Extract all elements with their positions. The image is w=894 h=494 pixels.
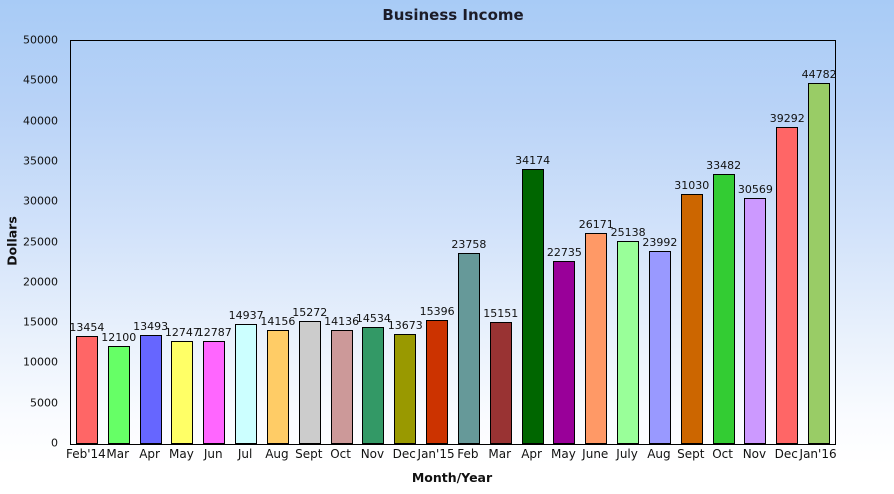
x-tick-label: Jul (237, 447, 253, 461)
bar (648, 250, 671, 444)
bar (808, 83, 831, 444)
bar-value-label: 15272 (292, 305, 328, 319)
bar (394, 333, 417, 444)
y-tick-label: 20000 (23, 275, 58, 289)
bar (585, 233, 608, 444)
x-tick-label: Jan'15 (417, 447, 455, 461)
x-tick-label: Feb (457, 447, 479, 461)
bar-value-label: 12100 (101, 331, 137, 345)
bar (107, 346, 130, 444)
y-tick-label: 30000 (23, 194, 58, 208)
x-tick-label: Nov (742, 447, 767, 461)
x-axis-labels: Feb'14 Mar Apr May Jun Jul Aug Sept Oct Nov Dec Jan… (66, 447, 837, 465)
bar-value-label: 13493 (133, 320, 169, 334)
x-tick-label: Aug (647, 447, 671, 461)
x-tick-label: June (582, 447, 609, 461)
bar (744, 197, 767, 444)
y-tick-label: 25000 (23, 235, 58, 248)
x-tick-label: Oct (712, 447, 733, 461)
x-tick-label: Aug (265, 447, 289, 461)
bar-value-label: 14136 (324, 315, 360, 329)
bar (553, 260, 576, 444)
bar (521, 168, 544, 444)
x-tick-label: Dec (392, 447, 416, 461)
bar-value-label: 14937 (228, 308, 264, 322)
bar-value-label: 12787 (196, 325, 232, 339)
bar (171, 341, 194, 444)
bar (617, 241, 640, 444)
x-tick-label: Oct (330, 447, 351, 461)
y-tick-label: 50000 (23, 33, 58, 47)
bar-value-label: 33482 (706, 159, 742, 173)
bar-value-label: 12747 (164, 326, 200, 340)
y-tick-label: 0 (51, 436, 58, 450)
bar-value-label: 30569 (737, 182, 773, 196)
x-tick-label: Nov (360, 447, 385, 461)
x-tick-label: Dec (774, 447, 798, 461)
bar (489, 321, 512, 444)
x-tick-label: Mar (488, 447, 512, 461)
bar-value-label: 26171 (578, 218, 614, 232)
bar-value-label: 15151 (483, 306, 519, 320)
bar (298, 320, 321, 444)
y-tick-label: 5000 (30, 396, 58, 410)
y-tick-label: 15000 (23, 315, 58, 329)
plot-area: 13454 12100 13493 12747 12787 14937 14156 15272… (69, 40, 837, 445)
x-tick-label: May (551, 447, 576, 461)
bar (75, 335, 98, 444)
bar-value-label: 34174 (515, 153, 551, 167)
bar (680, 193, 703, 444)
bar-value-label: 23758 (451, 237, 487, 251)
y-tick-label: 40000 (23, 114, 58, 128)
y-tick-label: 10000 (23, 355, 58, 369)
bar-value-label: 39292 (769, 112, 805, 126)
y-axis-labels: 0 5000 10000 15000 20000 25000 30000 35000 40000… (0, 34, 64, 450)
bar (235, 323, 258, 444)
bar (203, 340, 226, 444)
y-tick-label: 45000 (23, 73, 58, 87)
bar (712, 174, 735, 444)
y-tick-label: 35000 (23, 154, 58, 168)
x-tick-label: Sept (295, 447, 323, 461)
bar (266, 329, 289, 444)
bar (426, 319, 449, 444)
bar (776, 127, 799, 444)
x-tick-label: July (616, 447, 638, 461)
bar (139, 335, 162, 444)
x-tick-label: Sept (677, 447, 705, 461)
x-tick-label: Feb'14 (65, 447, 106, 461)
x-tick-label: May (169, 447, 194, 461)
bar-value-label: 44782 (801, 68, 837, 82)
x-tick-label: Jan'16 (799, 447, 837, 461)
bar-value-label: 23992 (642, 235, 678, 249)
bar-value-label: 31030 (674, 178, 710, 192)
bar (362, 326, 385, 444)
chart-title: Business Income (382, 6, 524, 24)
bar-value-label: 22735 (546, 245, 582, 259)
bar (457, 252, 480, 444)
bar-value-label: 25138 (610, 226, 646, 240)
bar-value-label: 14534 (355, 311, 391, 325)
x-tick-label: Apr (521, 447, 542, 461)
bar-value-label: 14156 (260, 314, 296, 328)
bar-value-label: 15396 (419, 304, 455, 318)
x-tick-label: Jun (203, 447, 223, 461)
x-tick-label: Apr (139, 447, 160, 461)
x-axis-title: Month/Year (411, 470, 493, 485)
bar-value-label: 13673 (387, 318, 423, 332)
bar-value-label: 13454 (69, 320, 105, 334)
bar (330, 330, 353, 444)
x-tick-label: Mar (106, 447, 130, 461)
